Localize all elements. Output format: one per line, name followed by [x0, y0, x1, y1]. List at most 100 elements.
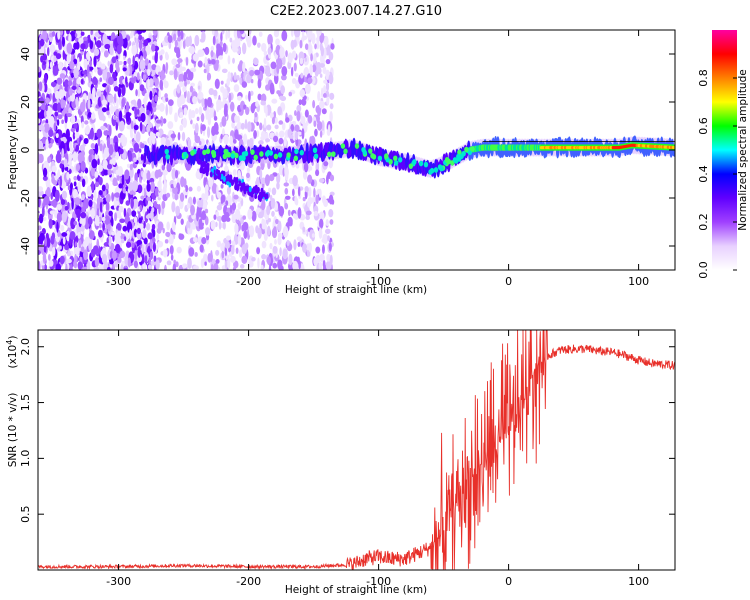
heatmap-speckle [139, 59, 146, 71]
heatmap-speckle [142, 254, 145, 264]
heatmap-speckle [243, 133, 248, 145]
heatmap-speckle [179, 124, 184, 131]
heatmap-speckle [136, 72, 140, 81]
heatmap-speckle [309, 136, 312, 146]
heatmap-blob [264, 151, 270, 157]
heatmap-speckle [294, 124, 300, 133]
heatmap-speckle [171, 167, 177, 180]
heatmap-speckle [165, 139, 171, 147]
heatmap-speckle [155, 259, 160, 270]
heatmap-speckle [276, 172, 281, 184]
heatmap-blob [408, 163, 414, 169]
heatmap-speckle [173, 259, 176, 264]
heatmap-speckle [268, 187, 272, 193]
heatmap-speckle [267, 225, 271, 237]
heatmap-speckle [118, 120, 125, 132]
heatmap-speckle [56, 212, 63, 223]
heatmap-speckle [302, 170, 308, 180]
heatmap-speckle [55, 133, 59, 139]
snr-scale-prefix: (x10 [7, 345, 19, 369]
heatmap-speckle [180, 30, 184, 40]
heatmap-speckle [108, 210, 113, 217]
heatmap-speckle [238, 249, 243, 258]
heatmap-speckle [241, 224, 245, 232]
heatmap-speckle [94, 142, 99, 155]
heatmap-speckle [267, 47, 272, 55]
heatmap-speckle [98, 189, 103, 196]
heatmap-speckle [80, 246, 85, 253]
heatmap-speckle [116, 66, 120, 73]
heatmap-speckle [113, 85, 119, 92]
heatmap-speckle [257, 93, 262, 101]
heatmap-speckle [229, 37, 233, 43]
heatmap-speckle [94, 215, 100, 227]
heatmap-speckle [327, 235, 331, 242]
heatmap-speckle [43, 109, 47, 118]
heatmap-speckle [141, 244, 145, 255]
heatmap-speckle [94, 77, 98, 86]
heatmap-speckle [216, 204, 223, 211]
heatmap-speckle [305, 120, 309, 126]
heatmap-speckle [272, 198, 276, 206]
heatmap-speckle [153, 255, 157, 262]
heatmap-speckle [44, 195, 50, 205]
heatmap-speckle [283, 182, 289, 187]
snr-scale-exponent: 4 [5, 340, 14, 345]
heatmap-blob [429, 167, 435, 174]
heatmap-speckle [138, 39, 143, 50]
heatmap-speckle [60, 199, 66, 205]
heatmap-speckle [192, 53, 199, 62]
heatmap-speckle [216, 191, 222, 199]
heatmap-speckle [269, 174, 275, 182]
snr-y-ticks: 0.5 1.0 1.5 2.0 [19, 338, 675, 523]
heatmap-speckle [169, 70, 174, 76]
heatmap-speckle [122, 225, 128, 232]
heatmap-speckle [210, 50, 214, 58]
heatmap-speckle [274, 124, 279, 130]
snr-x-tick-label: -200 [236, 575, 261, 588]
heatmap-speckle [245, 33, 252, 44]
heatmap-speckle [59, 255, 65, 265]
heatmap-speckle [126, 124, 132, 130]
heatmap-speckle [122, 187, 127, 194]
heatmap-speckle [131, 44, 138, 56]
heatmap-speckle [312, 64, 317, 73]
heatmap-speckle [233, 72, 237, 81]
heatmap-speckle [94, 66, 97, 73]
heatmap-speckle [261, 254, 267, 260]
heatmap-speckle [61, 148, 65, 159]
heatmap-blob [394, 160, 399, 166]
heatmap-speckle [93, 266, 100, 270]
heatmap-speckle [48, 259, 54, 267]
heatmap-blob [210, 149, 216, 156]
heatmap-speckle [129, 163, 133, 171]
heatmap-speckle [167, 35, 173, 44]
heatmap-speckle [177, 132, 181, 141]
heatmap-speckle [207, 72, 212, 81]
heatmap-speckle [285, 50, 288, 58]
heatmap-speckle [237, 37, 241, 47]
heatmap-speckle [116, 230, 122, 238]
heatmap-speckle [146, 170, 151, 181]
heatmap-speckle [83, 239, 90, 246]
heatmap-speckle [169, 245, 174, 255]
heatmap-speckle [146, 109, 150, 116]
heatmap-speckle [147, 68, 151, 77]
heatmap-speckle [219, 40, 223, 47]
heatmap-blob [354, 143, 360, 149]
heatmap-blob [377, 155, 383, 162]
heatmap-speckle [249, 90, 254, 96]
heatmap-speckle [77, 152, 84, 164]
heatmap-speckle [121, 97, 126, 108]
heatmap-speckle [59, 73, 66, 79]
heatmap-speckle [152, 242, 156, 252]
heatmap-speckle [328, 51, 334, 61]
heatmap-speckle [122, 67, 127, 72]
heatmap-speckle [123, 60, 127, 66]
heatmap-speckle [318, 178, 325, 184]
heatmap-speckle [134, 250, 138, 261]
heatmap-speckle [258, 140, 264, 145]
heatmap-speckle [118, 83, 124, 88]
heatmap-speckle [110, 104, 114, 115]
snr-y-tick-label: 0.5 [19, 505, 32, 523]
